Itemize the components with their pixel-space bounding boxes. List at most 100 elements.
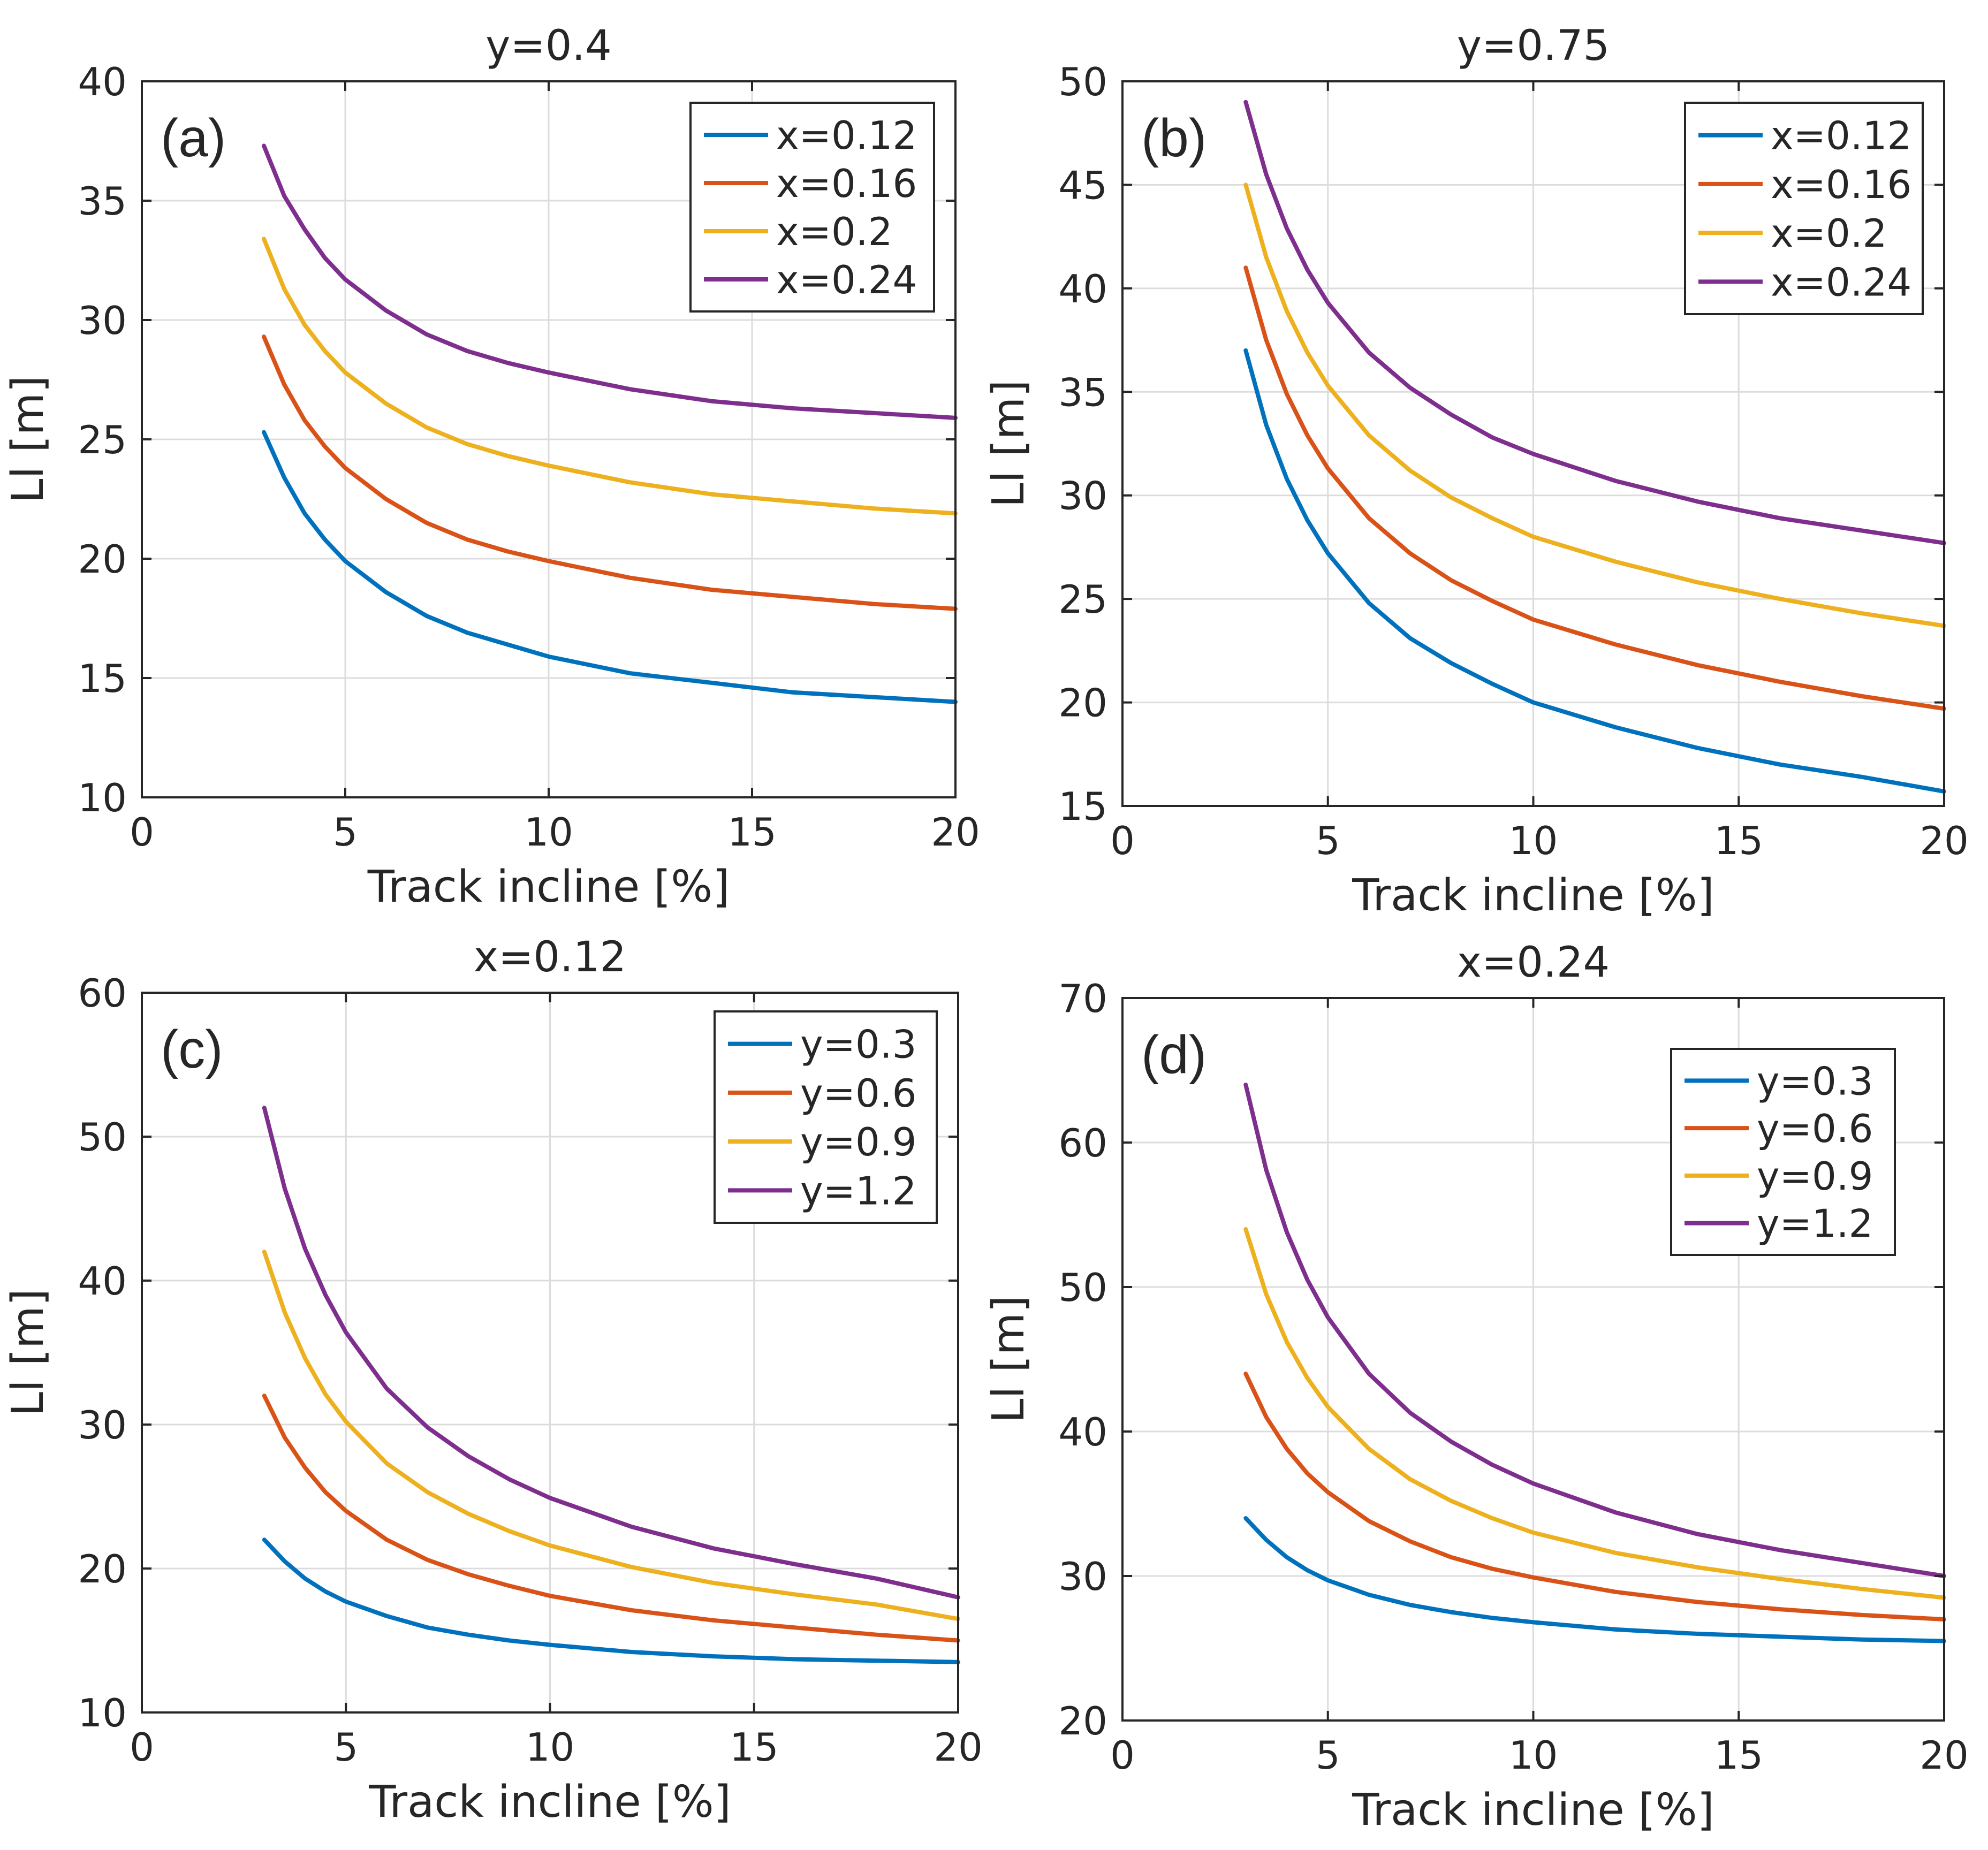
legend-entry-label: x=0.16	[1771, 162, 1911, 207]
series-line-y-0-6	[262, 1394, 960, 1643]
series-line-y-0-9	[1243, 1227, 1946, 1600]
panel-c: 0 5 10 15 20 10 20 30 40 50 60 x=0.12 Track incline …	[3, 933, 983, 1828]
y-tick-label: 60	[1058, 1121, 1107, 1166]
x-tick-label: 20	[934, 1725, 983, 1770]
x-tick-label: 15	[730, 1725, 779, 1770]
legend: x=0.12x=0.16x=0.2x=0.24	[689, 102, 935, 313]
legend-entry-label: y=0.3	[1757, 1059, 1873, 1103]
legend-entry-label: y=1.2	[1757, 1201, 1873, 1246]
panel-label: (a)	[161, 108, 226, 168]
y-axis-label: Ll [m]	[983, 380, 1034, 507]
legend-entry-label: x=0.12	[1771, 113, 1911, 158]
x-axis-label: Track incline [%]	[1352, 1785, 1714, 1836]
x-tick-label: 10	[524, 810, 573, 855]
panel-label: (c)	[161, 1019, 223, 1079]
x-tick-label: 10	[526, 1725, 575, 1770]
y-tick-label: 20	[1058, 1699, 1107, 1744]
series-line-y-0-6	[1243, 1372, 1946, 1621]
x-tick-label: 0	[130, 810, 154, 855]
series-line-x-0-16	[1243, 265, 1946, 711]
y-tick-label: 20	[78, 537, 127, 582]
legend-entry-label: y=0.6	[1757, 1106, 1873, 1151]
x-axis-label: Track incline [%]	[367, 862, 730, 912]
legend-entry-label: x=0.24	[776, 257, 917, 302]
series-line-x-0-16	[262, 334, 958, 611]
x-tick-label: 20	[1919, 1733, 1969, 1778]
panel-a: 0 5 10 15 20 10 15 20 25 30 35 40 y=0.4 Track incline…	[3, 22, 980, 912]
series-line-x-0-12	[1243, 348, 1946, 794]
x-tick-label: 20	[1919, 818, 1969, 863]
y-tick-label: 50	[1058, 59, 1107, 104]
x-tick-label: 20	[931, 810, 980, 855]
y-tick-label: 20	[1058, 681, 1107, 726]
panel-d: 0 5 10 15 20 20 30 40 50 60 70 x=0.24 Track incline …	[983, 939, 1969, 1836]
x-tick-label: 5	[333, 810, 358, 855]
legend-entry-label: x=0.2	[776, 209, 892, 254]
series-line-y-1-2	[262, 1106, 960, 1600]
x-tick-label: 0	[1110, 1733, 1135, 1778]
x-axis-label: Track incline [%]	[368, 1777, 731, 1828]
series-line-x-0-24	[262, 143, 958, 420]
y-axis-label: Ll [m]	[3, 376, 54, 503]
y-tick-label: 40	[78, 1259, 127, 1304]
series-line-y-1-2	[1243, 1083, 1946, 1578]
panel-b: 0 5 10 15 20 15 20 25 30 35 40 45 50 y=0.75 Track incl…	[983, 22, 1969, 921]
x-tick-label: 10	[1509, 1733, 1558, 1778]
y-axis-label: Ll [m]	[3, 1289, 54, 1416]
legend: y=0.3y=0.6y=0.9y=1.2	[1670, 1048, 1896, 1256]
x-tick-label: 15	[1714, 818, 1763, 863]
legend-entry-label: x=0.2	[1771, 211, 1887, 256]
y-tick-label: 15	[1058, 784, 1107, 829]
y-tick-label: 30	[1058, 1554, 1107, 1599]
legend-box	[1670, 1048, 1896, 1256]
x-tick-label: 5	[333, 1725, 358, 1770]
x-tick-label: 0	[1110, 818, 1135, 863]
legend-entry-label: y=0.3	[800, 1022, 916, 1067]
x-tick-label: 15	[1714, 1733, 1763, 1778]
series-line-x-0-24	[1243, 100, 1946, 545]
panel-label: (b)	[1141, 108, 1207, 168]
chart-title: y=0.4	[485, 22, 612, 70]
y-tick-label: 20	[78, 1547, 127, 1592]
legend-box	[1684, 102, 1924, 315]
y-tick-label: 25	[78, 417, 127, 462]
x-tick-label: 0	[130, 1725, 154, 1770]
y-tick-label: 50	[1058, 1265, 1107, 1310]
legend-entry-label: y=1.2	[800, 1168, 916, 1213]
legend: y=0.3y=0.6y=0.9y=1.2	[714, 1010, 938, 1224]
y-tick-label: 25	[1058, 577, 1107, 622]
y-tick-label: 30	[1058, 474, 1107, 519]
y-tick-label: 10	[78, 1691, 127, 1735]
y-tick-label: 35	[78, 179, 127, 224]
y-tick-label: 15	[78, 656, 127, 701]
x-tick-label: 10	[1509, 818, 1558, 863]
panel-label: (d)	[1141, 1025, 1207, 1085]
y-axis-label: Ll [m]	[983, 1296, 1034, 1423]
legend-box	[689, 102, 935, 313]
series-line-y-0-9	[262, 1250, 960, 1621]
x-tick-label: 5	[1316, 1733, 1340, 1778]
x-tick-label: 15	[727, 810, 777, 855]
x-tick-label: 5	[1316, 818, 1340, 863]
legend-entry-label: y=0.9	[800, 1120, 916, 1164]
y-tick-label: 35	[1058, 370, 1107, 415]
y-tick-label: 45	[1058, 163, 1107, 208]
series-line-x-0-12	[262, 430, 958, 704]
y-tick-label: 40	[1058, 267, 1107, 311]
series-line-y-0-3	[1243, 1516, 1946, 1643]
legend: x=0.12x=0.16x=0.2x=0.24	[1684, 102, 1924, 315]
y-tick-label: 10	[78, 775, 127, 820]
y-tick-label: 40	[1058, 1410, 1107, 1455]
chart-title: y=0.75	[1457, 22, 1610, 70]
y-tick-label: 30	[78, 1403, 127, 1448]
y-tick-label: 40	[78, 59, 127, 104]
legend-box	[714, 1010, 938, 1224]
y-tick-label: 50	[78, 1115, 127, 1160]
chart-title: x=0.12	[474, 933, 626, 981]
legend-entry-label: x=0.16	[776, 161, 917, 206]
series-line-y-0-3	[262, 1537, 960, 1664]
y-tick-label: 70	[1058, 976, 1107, 1021]
series-line-x-0-2	[262, 237, 958, 516]
